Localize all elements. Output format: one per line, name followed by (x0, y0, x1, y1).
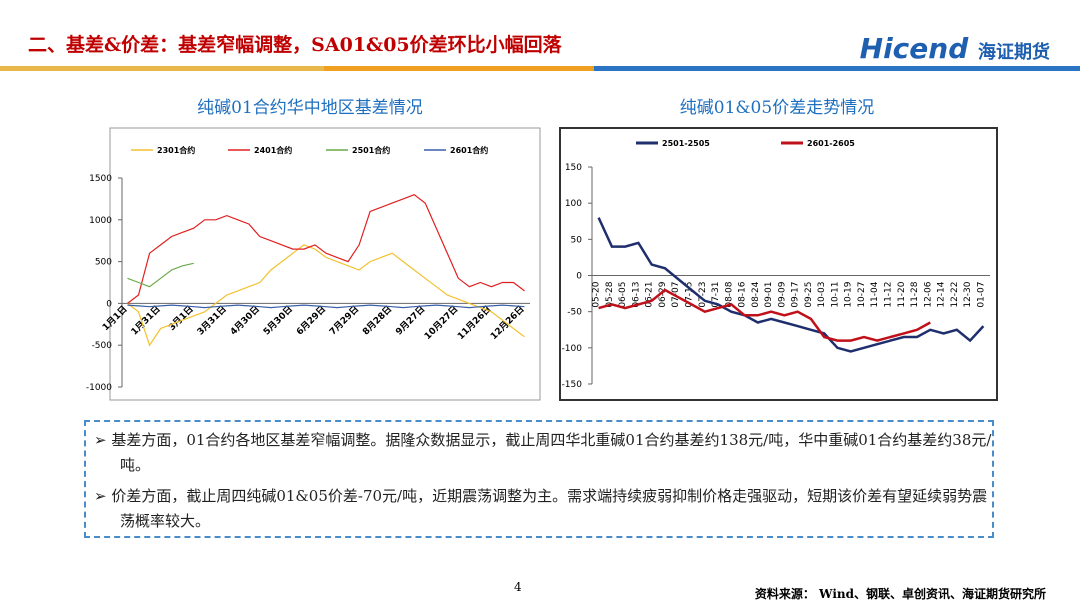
x-tick-label: 09-25 (804, 282, 814, 308)
legend-label: 2601合约 (450, 145, 488, 155)
x-tick-label: 10-27 (857, 282, 867, 308)
x-tick-label: 08-16 (738, 281, 748, 307)
series-line (127, 194, 525, 304)
x-tick-label: 11-04 (870, 281, 880, 307)
x-tick-label: 12-22 (950, 282, 960, 308)
series-line (597, 217, 985, 353)
x-tick-label: 09-09 (777, 281, 787, 307)
chart-title: 纯碱01&05价差走势情况 (680, 98, 874, 118)
legend-label: 2301合约 (157, 145, 195, 155)
slide-title: 二、基差&价差：基差窄幅调整，SA01&05价差环比小幅回落 (28, 34, 562, 56)
series-line (127, 262, 194, 288)
x-tick-label: 12-14 (937, 281, 947, 307)
bullet-box: 基差方面，01合约各地区基差窄幅调整。据隆众数据显示，截止周四华北重碱01合约基… (84, 420, 994, 538)
y-tick-label: -150 (562, 380, 583, 390)
bullet: 价差方面，截止周四纯碱01&05价差-70元/吨，近期震荡调整为主。需求端持续疲… (94, 484, 992, 534)
x-tick-label: 05-28 (605, 281, 615, 307)
x-tick-label: 09-17 (791, 282, 801, 308)
x-tick-label: 07-23 (698, 282, 708, 308)
source: 资料来源： Wind、钢联、卓创资讯、海证期货研究所 (754, 587, 1046, 601)
chart-frame (559, 127, 998, 401)
y-tick-label: 150 (565, 163, 582, 173)
y-tick-label: -50 (567, 308, 582, 318)
page-number: 4 (514, 580, 522, 594)
x-tick-label: 10-19 (844, 281, 854, 307)
x-tick-label: 11-28 (910, 281, 920, 307)
legend-label: 2501合约 (352, 145, 390, 155)
y-tick-label: 0 (106, 299, 112, 309)
y-tick-label: 100 (565, 199, 582, 209)
logo-cn: 海证期货 (978, 42, 1050, 63)
x-tick-label: 06-21 (645, 282, 655, 308)
x-tick-label: 01-07 (976, 282, 986, 308)
logo-text: Hicend (859, 32, 969, 65)
chart-title: 纯碱01合约华中地区基差情况 (197, 98, 423, 118)
x-tick-label: 06-29 (658, 281, 668, 307)
x-tick-label: 07-31 (711, 282, 721, 308)
x-tick-label: 07-07 (671, 282, 681, 308)
y-tick-label: 50 (571, 235, 583, 245)
y-tick-label: 0 (576, 272, 582, 282)
y-tick-label: -1000 (86, 383, 112, 393)
x-tick-label: 12-30 (963, 281, 973, 307)
x-tick-label: 08-08 (724, 281, 734, 307)
bullet: 基差方面，01合约各地区基差窄幅调整。据隆众数据显示，截止周四华北重碱01合约基… (94, 428, 992, 478)
x-tick-label: 09-01 (764, 282, 774, 308)
x-tick-label: 10-03 (817, 282, 827, 308)
series-line (598, 288, 931, 342)
legend-label: 2601-2605 (807, 139, 855, 148)
series-line (127, 244, 525, 347)
y-tick-label: 1000 (89, 216, 112, 226)
x-tick-label: 12-06 (923, 281, 933, 307)
series-line (127, 304, 525, 309)
x-tick-label: 06-13 (631, 282, 641, 308)
y-tick-label: 500 (95, 258, 112, 268)
x-tick-label: 08-24 (751, 281, 761, 307)
y-tick-label: -500 (92, 341, 113, 351)
x-tick-label: 06-05 (618, 282, 628, 308)
logo: Hicend 海证期货 (860, 32, 1050, 65)
chart-frame (109, 127, 541, 401)
legend-label: 2401合约 (254, 145, 292, 155)
x-tick-label: 05-20 (592, 281, 602, 307)
legend-label: 2501-2505 (662, 139, 710, 148)
x-tick-label: 11-20 (897, 281, 907, 307)
x-tick-label: 07-15 (685, 282, 695, 308)
y-tick-label: -100 (562, 344, 583, 354)
x-tick-label: 10-11 (830, 282, 840, 308)
y-tick-label: 1500 (89, 174, 112, 184)
x-tick-label: 11-12 (884, 282, 894, 308)
header-band (0, 66, 1080, 71)
